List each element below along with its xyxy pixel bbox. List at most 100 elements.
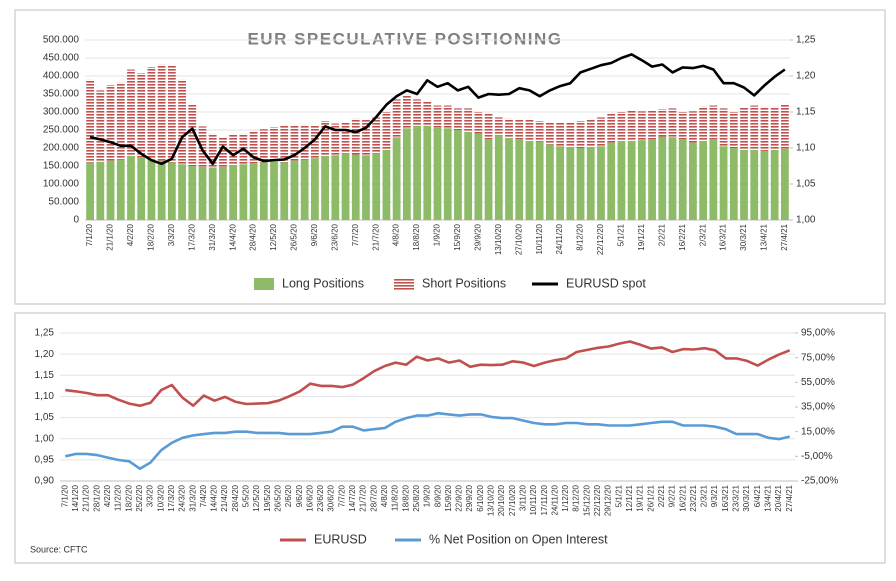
x-tick-label: 9/6/20 [310, 223, 319, 246]
bar [127, 155, 135, 220]
x-tick-label: 13/4/21 [763, 484, 772, 511]
bar [648, 110, 656, 139]
bar [505, 118, 513, 138]
x-tick-label: 25/8/20 [412, 484, 421, 511]
bar [372, 117, 381, 154]
bar [106, 85, 115, 161]
x-tick-label: 10/11/20 [529, 484, 538, 515]
x-tick-label: 18/2/20 [124, 484, 133, 511]
x-tick-label: 24/11/20 [550, 484, 559, 515]
x-tick-label: 7/1/20 [85, 223, 94, 246]
bar [597, 146, 605, 220]
y2-tick-label: -5,00% [801, 451, 833, 462]
bar [86, 79, 94, 163]
bar [709, 105, 718, 139]
bar [198, 166, 207, 220]
y2-tick-label: 1,00 [796, 215, 816, 226]
bar [259, 162, 268, 220]
bar [392, 137, 401, 220]
x-tick-label: 17/3/20 [187, 223, 196, 250]
x-tick-label: 5/1/21 [617, 223, 626, 246]
x-tick-label: 2/3/21 [698, 223, 707, 246]
bar [740, 107, 748, 150]
x-tick-label: 20/10/20 [497, 484, 506, 516]
bar [566, 147, 575, 220]
x-tick-label: 29/9/20 [473, 223, 482, 250]
legend-swatch [254, 278, 274, 290]
x-tick-label: 19/1/21 [637, 223, 646, 250]
bar [147, 67, 156, 159]
y2-tick-label: 35,00% [801, 402, 835, 413]
bar [167, 65, 176, 163]
bar [259, 129, 268, 163]
legend-label: % Net Position on Open Interest [429, 532, 608, 546]
bar [474, 112, 483, 134]
bar [627, 110, 636, 141]
x-tick-label: 26/5/20 [273, 484, 282, 511]
x-tick-label: 10/3/20 [156, 484, 165, 511]
bar [729, 112, 738, 148]
bar [760, 106, 769, 151]
bar [157, 160, 166, 220]
x-tick-label: 18/2/20 [147, 223, 156, 250]
bar [729, 148, 738, 220]
x-tick-label: 30/3/21 [742, 484, 751, 511]
bar [648, 139, 656, 220]
x-tick-label: 23/6/20 [330, 223, 339, 250]
x-tick-label: 30/6/20 [327, 484, 336, 511]
bar [546, 144, 554, 220]
y2-tick-label: 1,20 [796, 71, 816, 82]
x-tick-label: 22/12/20 [596, 223, 605, 255]
x-tick-label: 14/1/20 [71, 484, 80, 511]
bar [249, 163, 258, 220]
y2-tick-label: -25,00% [801, 476, 838, 487]
bar [137, 157, 146, 220]
bar [280, 125, 289, 163]
legend-label: Short Positions [422, 276, 506, 290]
bar [331, 123, 340, 156]
x-tick-label: 27/4/21 [780, 223, 789, 250]
bar [443, 105, 452, 129]
bar [607, 113, 616, 143]
bar [781, 148, 789, 220]
x-tick-label: 24/11/20 [555, 223, 564, 254]
bar [147, 158, 156, 220]
bar [505, 137, 513, 220]
bar [208, 167, 217, 220]
bar [413, 125, 421, 220]
bar [535, 141, 544, 220]
y-tick-label: 250.000 [43, 125, 80, 136]
y2-tick-label: 1,10 [796, 143, 816, 154]
x-tick-label: 15/9/20 [444, 484, 453, 511]
x-tick-label: 8/12/20 [572, 484, 581, 511]
x-tick-label: 8/9/20 [433, 484, 442, 507]
x-tick-label: 1/9/20 [433, 223, 442, 246]
y-tick-label: 100.000 [43, 179, 80, 190]
x-tick-label: 28/4/20 [249, 223, 258, 250]
x-tick-label: 6/10/20 [476, 484, 485, 511]
x-tick-label: 17/3/20 [167, 484, 176, 511]
x-tick-label: 14/4/20 [210, 484, 219, 511]
y-tick-label: 450.000 [43, 53, 80, 64]
x-tick-label: 1/9/20 [423, 484, 432, 507]
bar [270, 127, 278, 162]
x-tick-label: 29/9/20 [465, 484, 474, 511]
bar [311, 158, 319, 220]
bar [515, 119, 524, 139]
bar [402, 95, 411, 129]
bar [96, 161, 105, 220]
bar [351, 154, 360, 220]
x-tick-label: 4/2/20 [126, 223, 135, 246]
x-tick-label: 13/10/20 [487, 484, 496, 516]
bar [760, 150, 769, 220]
x-tick-label: 22/9/20 [455, 484, 464, 511]
legend-swatch [394, 278, 414, 290]
legend-label: EURUSD spot [566, 276, 646, 290]
bar [331, 155, 340, 220]
bar [719, 108, 728, 147]
x-tick-label: 22/12/20 [593, 484, 602, 516]
x-tick-label: 4/8/20 [392, 223, 401, 246]
line [65, 411, 790, 470]
bar [689, 142, 697, 220]
bar [770, 106, 779, 150]
